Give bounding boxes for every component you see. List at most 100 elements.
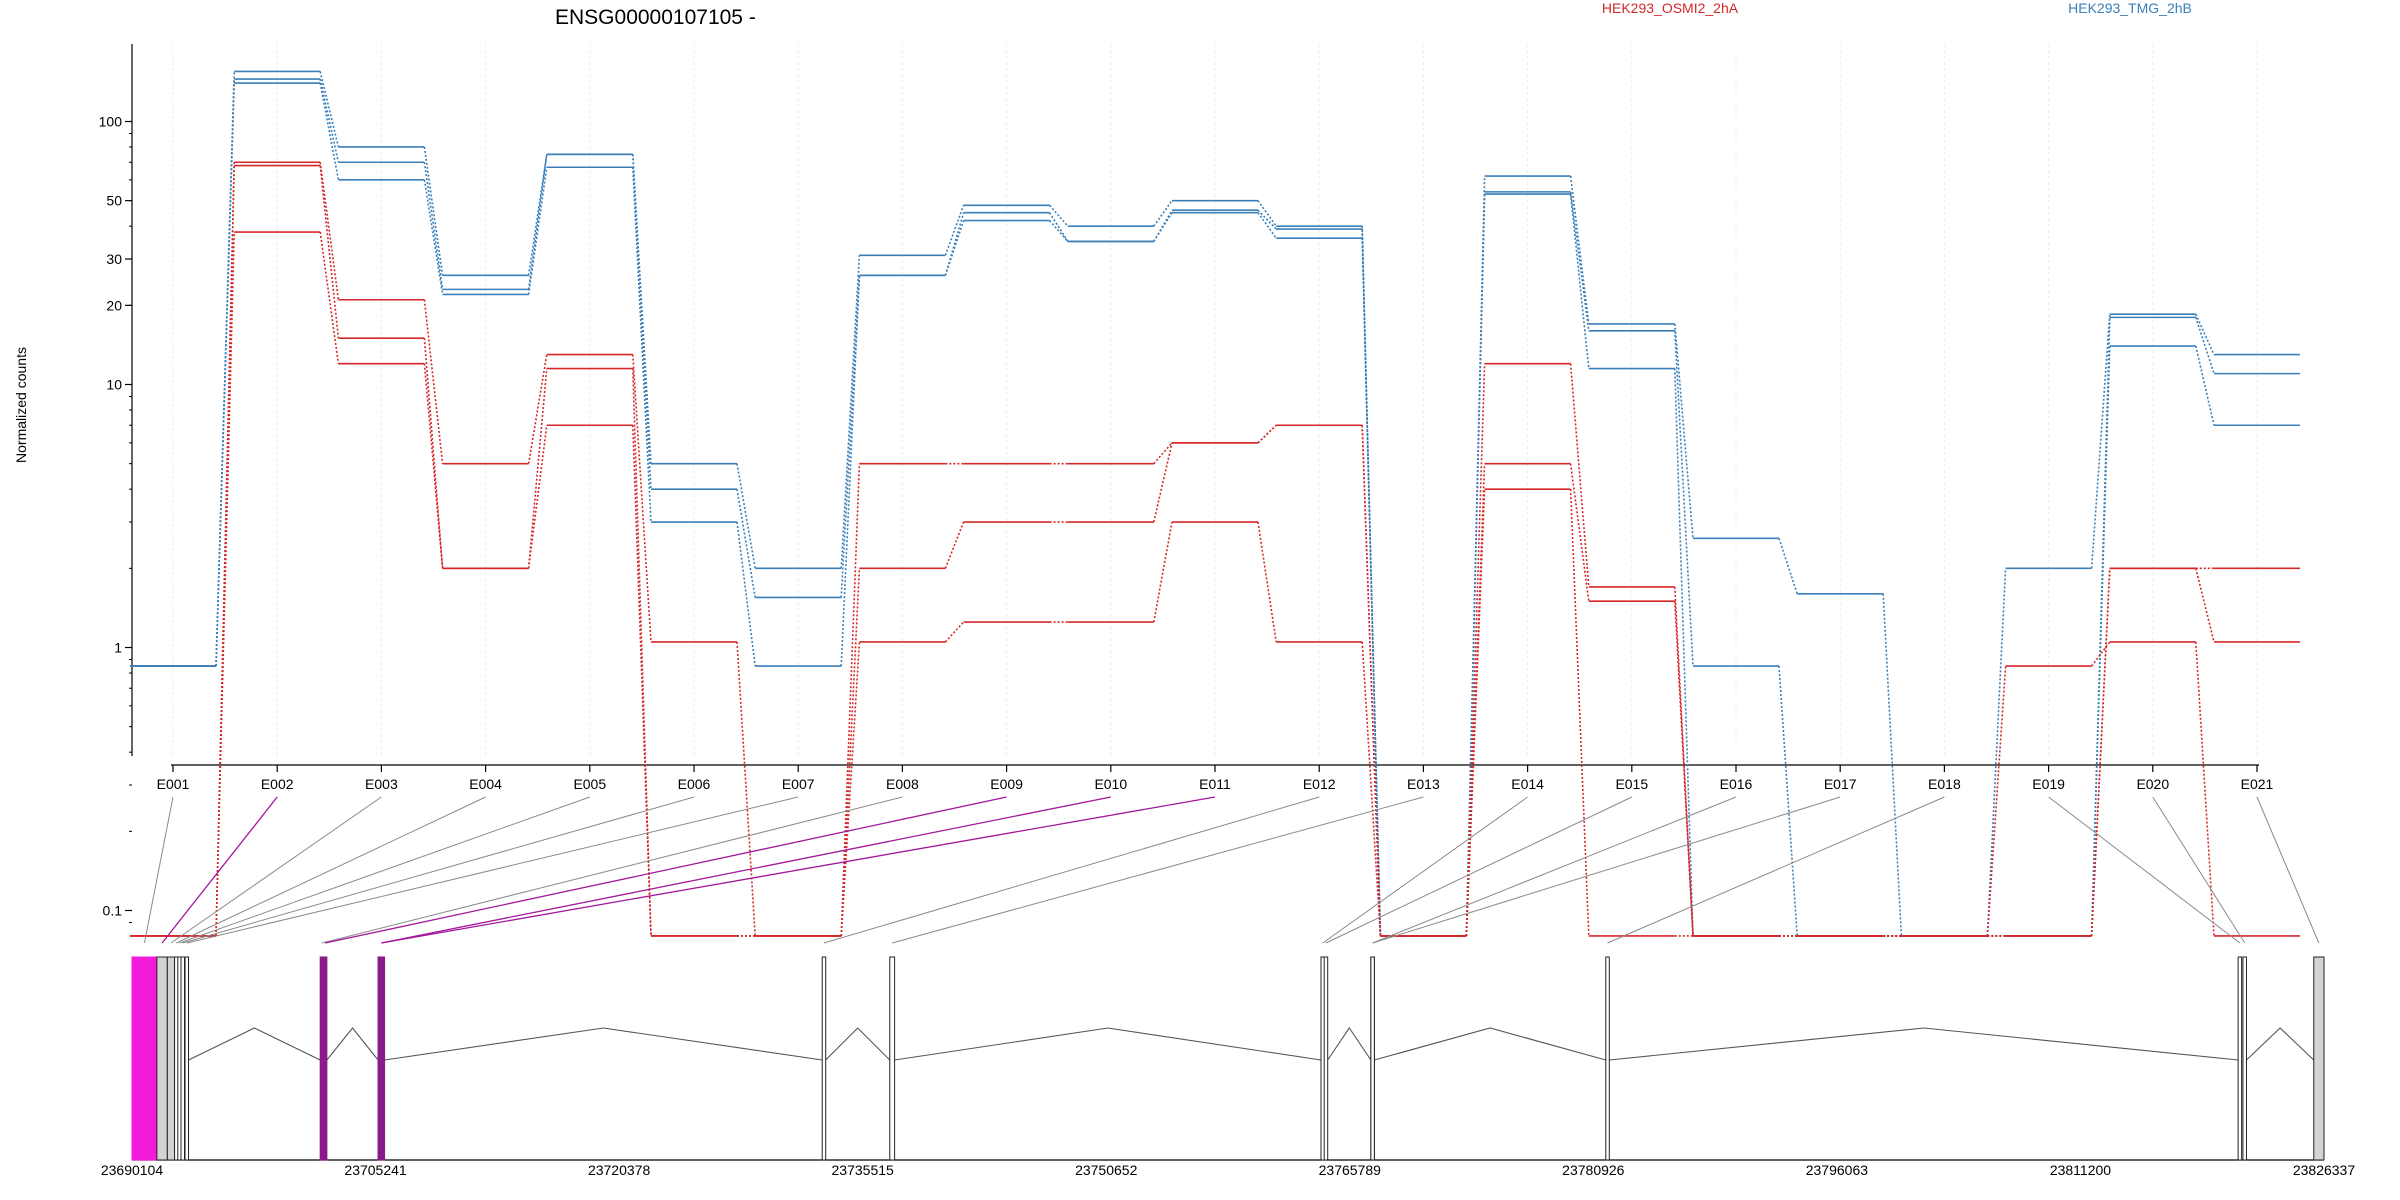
series-connector-E011 — [1257, 212, 1277, 239]
exon-label-E013: E013 — [1407, 776, 1440, 792]
series-connector-E005 — [632, 154, 652, 490]
series-connector-E014 — [1569, 489, 1590, 937]
exon-label-E019: E019 — [2032, 776, 2065, 792]
legend-entry-tmg: HEK293_TMG_2hB — [2068, 0, 2192, 16]
exon-label-E018: E018 — [1928, 776, 1961, 792]
connector-E021 — [2256, 796, 2320, 944]
series-connector-E009 — [1048, 204, 1069, 227]
connector-E017 — [1372, 796, 1841, 944]
exon-box-E013 — [889, 956, 896, 1161]
series-connector-E004 — [527, 154, 548, 276]
intron — [825, 1027, 891, 1061]
coordinate-label: 23826337 — [2293, 1162, 2356, 1178]
series-connector-E016 — [1778, 538, 1798, 595]
series-connector-E020 — [2195, 313, 2215, 355]
exon-box-E003 — [166, 956, 176, 1161]
connector-E016 — [1372, 796, 1737, 944]
series-connector-E016 — [1778, 666, 1798, 937]
series-connector-E011 — [1257, 521, 1277, 643]
exon-label-E005: E005 — [573, 776, 606, 792]
y-tick-label: 0.1 — [103, 903, 123, 919]
series-connector-E007 — [840, 275, 861, 667]
exon-box-E006 — [180, 956, 186, 1161]
connector-E012 — [823, 796, 1320, 944]
series-connector-E013 — [1465, 193, 1486, 937]
series-connector-E019 — [2090, 346, 2111, 937]
series-connector-E019 — [2090, 641, 2111, 667]
series-connector-E002 — [319, 162, 340, 300]
y-tick-label: 1 — [114, 640, 122, 656]
exon-label-E020: E020 — [2136, 776, 2169, 792]
connector-E011 — [381, 796, 1216, 944]
connector-E020 — [2152, 796, 2246, 944]
y-axis-title: Normalized counts — [13, 347, 29, 463]
exon-box-E020 — [2242, 956, 2247, 1161]
series-connector-E011 — [1257, 200, 1277, 227]
exon-label-E004: E004 — [469, 776, 502, 792]
exon-label-E011: E011 — [1199, 776, 1231, 792]
series-connector-E003 — [423, 146, 444, 276]
intron — [188, 1027, 321, 1061]
coordinate-label: 23796063 — [1806, 1162, 1869, 1178]
exon-box-E017 — [1370, 956, 1375, 1161]
series-connector-E007 — [840, 568, 861, 937]
series-connector-E014 — [1569, 176, 1590, 324]
exon-box-E019 — [2237, 956, 2243, 1161]
series-connector-E004 — [527, 354, 548, 464]
axes: 100 50 30 20 10 1 0.1 — [99, 44, 2259, 924]
series-connector-E007 — [840, 463, 861, 937]
intron — [894, 1027, 1322, 1061]
connector-E009 — [325, 796, 1007, 944]
series-connector-E008 — [944, 521, 965, 569]
series-connector-E003 — [423, 299, 444, 464]
series-connector-E008 — [944, 621, 965, 643]
connector-E015 — [1325, 796, 1633, 944]
series-connector-E013 — [1465, 363, 1486, 937]
series-connector-E012 — [1361, 425, 1382, 937]
series-connector-E008 — [944, 205, 965, 256]
exon-connectors — [143, 796, 2320, 944]
series-connector-E017 — [1882, 593, 1903, 937]
series-connector-E006 — [736, 641, 756, 937]
connector-E001 — [143, 796, 174, 944]
series-connector-E006 — [736, 463, 756, 569]
exon-box-E018 — [1605, 956, 1610, 1161]
exon-label-E016: E016 — [1720, 776, 1753, 792]
coordinate-label: 23705241 — [344, 1162, 407, 1178]
series-connector-E001 — [215, 83, 235, 667]
series-connector-E019 — [2090, 314, 2111, 569]
series-connector-E004 — [527, 154, 548, 290]
exon-box-E001 — [131, 956, 158, 1161]
series-connector-E008 — [944, 220, 965, 276]
series-connector-E011 — [1257, 209, 1277, 230]
series-connector-E010 — [1153, 442, 1173, 465]
connector-E004 — [176, 796, 486, 944]
series-connector-E001 — [215, 165, 235, 937]
exon-box-E015 — [1323, 956, 1329, 1161]
y-tick-label: 50 — [106, 193, 122, 209]
series-connector-E014 — [1569, 193, 1590, 369]
series-connector-E010 — [1153, 200, 1173, 227]
intron — [384, 1027, 823, 1061]
series-connector-E012 — [1361, 238, 1382, 937]
series-connector-E014 — [1569, 363, 1590, 587]
exon-label-E008: E008 — [886, 776, 919, 792]
series-connector-E009 — [1048, 220, 1069, 242]
intron — [326, 1027, 379, 1061]
connector-E007 — [186, 796, 799, 944]
exon-box-E002 — [156, 956, 168, 1161]
series-connector-E003 — [423, 338, 444, 569]
y-tick-label: 20 — [106, 297, 122, 313]
connector-E003 — [170, 796, 382, 944]
series-connector-E003 — [423, 179, 444, 295]
connector-E002 — [161, 796, 278, 944]
y-tick-label: 10 — [106, 377, 122, 393]
coordinate-label: 23765789 — [1319, 1162, 1382, 1178]
exon-label-E001: E001 — [157, 776, 190, 792]
connector-E006 — [182, 796, 695, 944]
series-connector-E002 — [319, 78, 340, 163]
series-connector-E002 — [319, 82, 340, 180]
chart-title: ENSG00000107105 - — [555, 6, 756, 29]
series-connector-E015 — [1674, 323, 1694, 539]
series-connector-E009 — [1048, 212, 1069, 242]
